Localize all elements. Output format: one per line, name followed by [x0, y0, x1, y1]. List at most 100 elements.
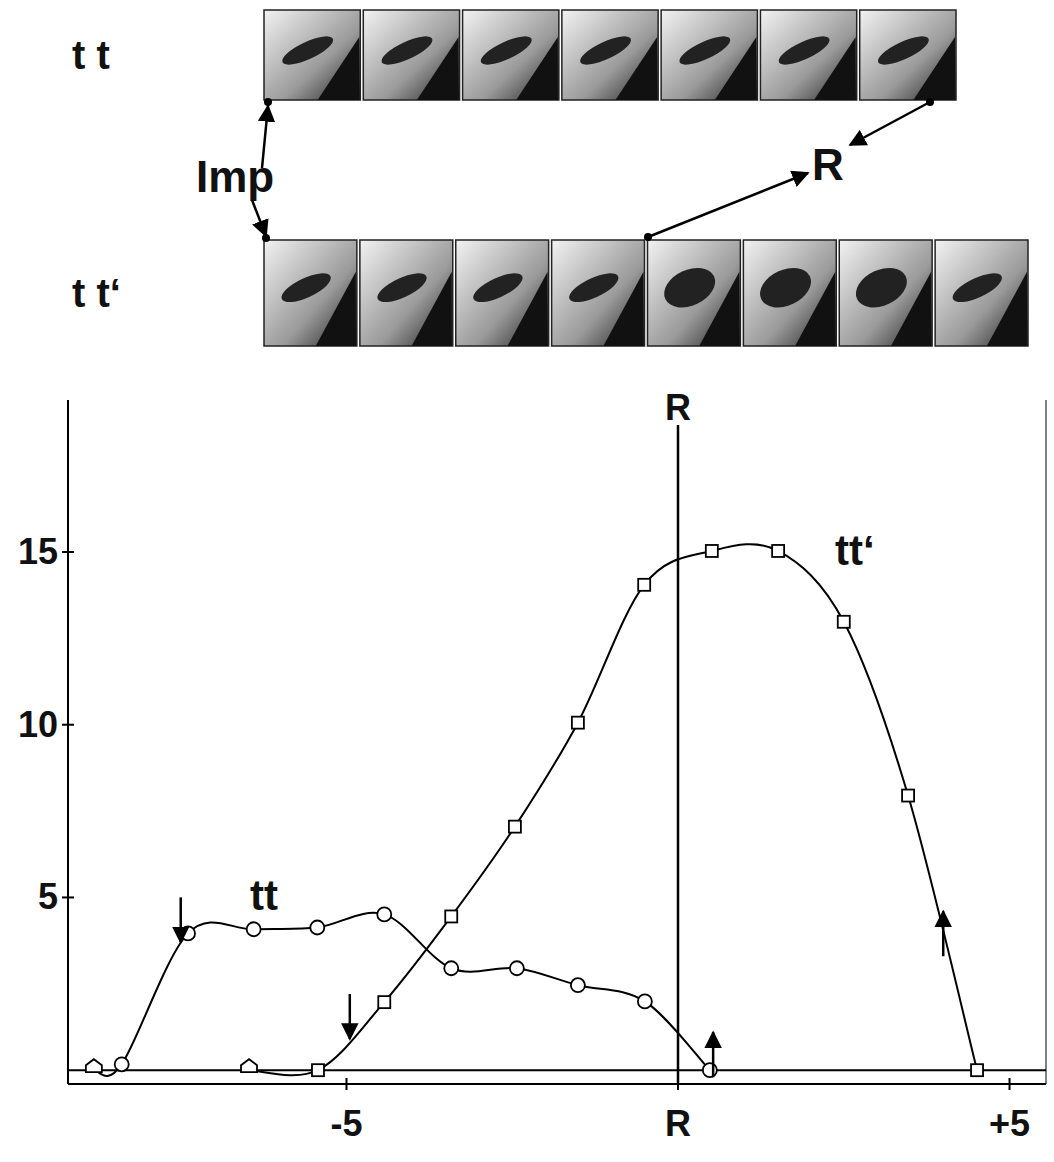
glottis-shape — [469, 268, 526, 308]
x-tick-label: R — [665, 1103, 691, 1144]
event-arrow-down — [179, 897, 182, 942]
y-axis — [67, 400, 69, 1084]
glottis-shape — [676, 31, 734, 70]
circle-marker — [703, 1063, 717, 1077]
circle-marker — [377, 907, 391, 921]
square-marker — [378, 996, 390, 1008]
imp-arrow — [252, 200, 266, 236]
dot — [644, 233, 652, 241]
glottis-shape — [658, 260, 722, 315]
r-arrow — [850, 102, 930, 145]
frame-shadow — [699, 272, 739, 346]
y-tick-label: 15 — [18, 531, 58, 572]
glottis-shape — [850, 260, 914, 315]
glottis-shape — [279, 31, 337, 70]
circle-marker — [115, 1057, 129, 1071]
dot — [264, 98, 272, 106]
y-tick — [62, 551, 74, 553]
x-tick — [345, 1078, 347, 1090]
glottis-shape — [577, 31, 635, 70]
circle-marker — [310, 921, 324, 935]
circle-marker — [510, 961, 524, 975]
video-frame — [760, 10, 856, 100]
square-marker — [638, 579, 650, 591]
glottis-shape — [278, 268, 335, 308]
x-tick-label: +5 — [989, 1103, 1030, 1144]
frame-shadow — [715, 37, 757, 100]
x-tick-label: -5 — [330, 1103, 362, 1144]
video-frame — [743, 240, 836, 346]
video-frame — [648, 240, 741, 346]
glottis-shape — [754, 260, 818, 315]
video-frame — [562, 10, 658, 100]
figure: t tt t‘ImpR51015-5R+5Rtttt‘ — [0, 0, 1054, 1162]
y-tick — [62, 724, 74, 726]
circle-marker — [181, 926, 195, 940]
series-line — [94, 913, 710, 1076]
series-label: tt — [250, 872, 278, 919]
square-marker — [902, 790, 914, 802]
frame-shadow — [615, 37, 657, 100]
glottis-shape — [565, 268, 622, 308]
y-tick-label: 10 — [18, 704, 58, 745]
frame-shadow — [814, 37, 856, 100]
frame-shadow — [318, 37, 360, 100]
square-marker — [572, 717, 584, 729]
frame-shadow — [913, 37, 955, 100]
glottis-shape — [374, 268, 431, 308]
glottis-shape — [949, 268, 1006, 308]
r-arrow — [648, 173, 808, 237]
frame-shadow — [417, 37, 459, 100]
strip-label: t t‘ — [72, 271, 121, 315]
r-label: R — [812, 140, 844, 189]
glottis-shape — [875, 31, 933, 70]
plot-frame — [1046, 400, 1047, 1084]
square-marker — [445, 910, 457, 922]
dot — [926, 98, 934, 106]
event-arrow-up — [712, 1032, 715, 1077]
start-marker — [241, 1059, 257, 1072]
square-marker — [838, 616, 850, 628]
series-line — [249, 544, 977, 1075]
video-frame — [839, 240, 932, 346]
y-tick — [62, 896, 74, 898]
square-marker — [971, 1064, 983, 1076]
frame-shadow — [507, 272, 547, 346]
square-marker — [772, 545, 784, 557]
baseline — [68, 1069, 1046, 1071]
y-tick-label: 5 — [38, 876, 58, 917]
video-frame — [264, 10, 360, 100]
circle-marker — [571, 978, 585, 992]
event-arrow-up — [942, 911, 945, 956]
video-frame — [661, 10, 757, 100]
circle-marker — [444, 961, 458, 975]
annotation: R — [665, 387, 691, 428]
square-marker — [312, 1064, 324, 1076]
plot-area — [68, 425, 1046, 1084]
square-marker — [509, 821, 521, 833]
glottis-shape — [775, 31, 833, 70]
glottis-shape — [477, 31, 535, 70]
circle-marker — [247, 922, 261, 936]
video-frame — [360, 240, 453, 346]
start-marker — [86, 1059, 102, 1072]
frame-shadow — [795, 272, 835, 346]
imp-arrow — [262, 106, 268, 168]
x-tick — [1009, 1078, 1011, 1090]
video-frame — [463, 10, 559, 100]
circle-marker — [638, 994, 652, 1008]
video-frame — [860, 10, 956, 100]
frame-shadow — [603, 272, 643, 346]
event-arrow-down — [349, 994, 352, 1039]
video-frame — [363, 10, 459, 100]
video-frame — [935, 240, 1028, 346]
video-frame — [552, 240, 645, 346]
x-axis — [68, 1083, 1046, 1085]
video-frame — [264, 240, 357, 346]
video-frame — [456, 240, 549, 346]
frame-shadow — [987, 272, 1027, 346]
series-label: tt‘ — [835, 527, 875, 574]
glottis-shape — [378, 31, 436, 70]
frame-shadow — [412, 272, 452, 346]
dot — [262, 234, 270, 242]
